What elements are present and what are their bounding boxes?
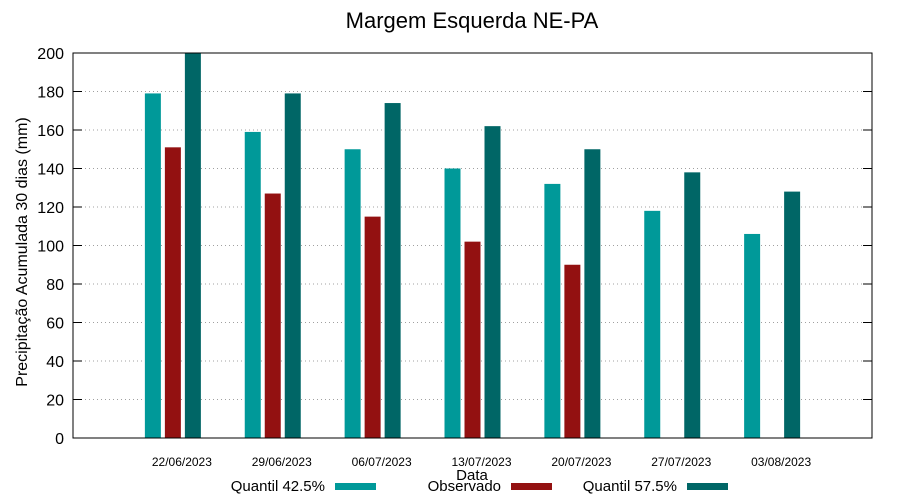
y-tick-label: 0 [55, 431, 64, 448]
chart-title: Margem Esquerda NE-PA [346, 8, 599, 33]
legend-item-observado: Observado [428, 478, 552, 495]
bar-quantil-42-5-0 [144, 93, 161, 439]
bars [144, 53, 801, 439]
x-tick-label: 27/07/2023 [651, 455, 711, 469]
x-tick-label: 03/08/2023 [751, 455, 811, 469]
bar-observado-2 [364, 216, 381, 438]
legend-swatch [335, 483, 376, 490]
legend-item-quantil-42-5: Quantil 42.5% [231, 478, 376, 495]
y-tick-label: 100 [37, 239, 64, 256]
legend-swatch [687, 483, 728, 490]
y-tick-label: 140 [37, 162, 64, 179]
x-tick-label: 22/06/2023 [152, 455, 212, 469]
bar-quantil-42-5-3 [444, 168, 461, 438]
y-tick-label: 120 [37, 200, 64, 217]
bar-quantil-42-5-6 [744, 233, 761, 438]
legend-label: Quantil 57.5% [583, 478, 677, 495]
y-tick-label: 60 [46, 316, 64, 333]
bar-quantil-57-5-2 [384, 103, 401, 439]
bar-quantil-42-5-2 [344, 149, 361, 438]
x-tick-label: 06/07/2023 [352, 455, 412, 469]
bar-quantil-57-5-5 [684, 172, 701, 438]
bar-quantil-57-5-3 [484, 126, 501, 439]
x-tick-label: 29/06/2023 [252, 455, 312, 469]
bar-quantil-42-5-5 [644, 210, 661, 438]
axis-ticks: 0 20 40 60 80 100 120 140 160 180 200 22/06/2023 29/… [37, 46, 872, 469]
y-tick-label: 180 [37, 85, 64, 102]
bar-quantil-57-5-4 [584, 149, 601, 438]
bar-quantil-57-5-0 [184, 53, 201, 438]
plot-border [72, 52, 873, 439]
legend: Quantil 42.5% Observado Quantil 57.5% [231, 478, 728, 495]
bar-observado-0 [164, 147, 181, 438]
legend-label: Quantil 42.5% [231, 478, 325, 495]
x-axis-label: Data [456, 467, 488, 484]
bar-quantil-57-5-6 [784, 191, 801, 438]
bar-observado-4 [564, 264, 581, 438]
legend-swatch [511, 483, 552, 490]
y-tick-label: 200 [37, 46, 64, 63]
bar-quantil-42-5-4 [544, 183, 561, 438]
legend-item-quantil-57-5: Quantil 57.5% [583, 478, 728, 495]
y-axis-label: Precipitação Acumulada 30 dias (mm) [14, 117, 31, 386]
bar-observado-1 [264, 193, 281, 438]
bar-observado-3 [464, 241, 481, 438]
y-tick-label: 40 [46, 354, 64, 371]
y-tick-label: 20 [46, 393, 64, 410]
x-tick-label: 13/07/2023 [451, 455, 511, 469]
y-tick-label: 160 [37, 123, 64, 140]
legend-label: Observado [428, 478, 501, 495]
bar-quantil-57-5-1 [284, 93, 301, 439]
x-tick-label: 20/07/2023 [551, 455, 611, 469]
y-tick-label: 80 [46, 277, 64, 294]
bar-quantil-42-5-1 [244, 131, 261, 439]
